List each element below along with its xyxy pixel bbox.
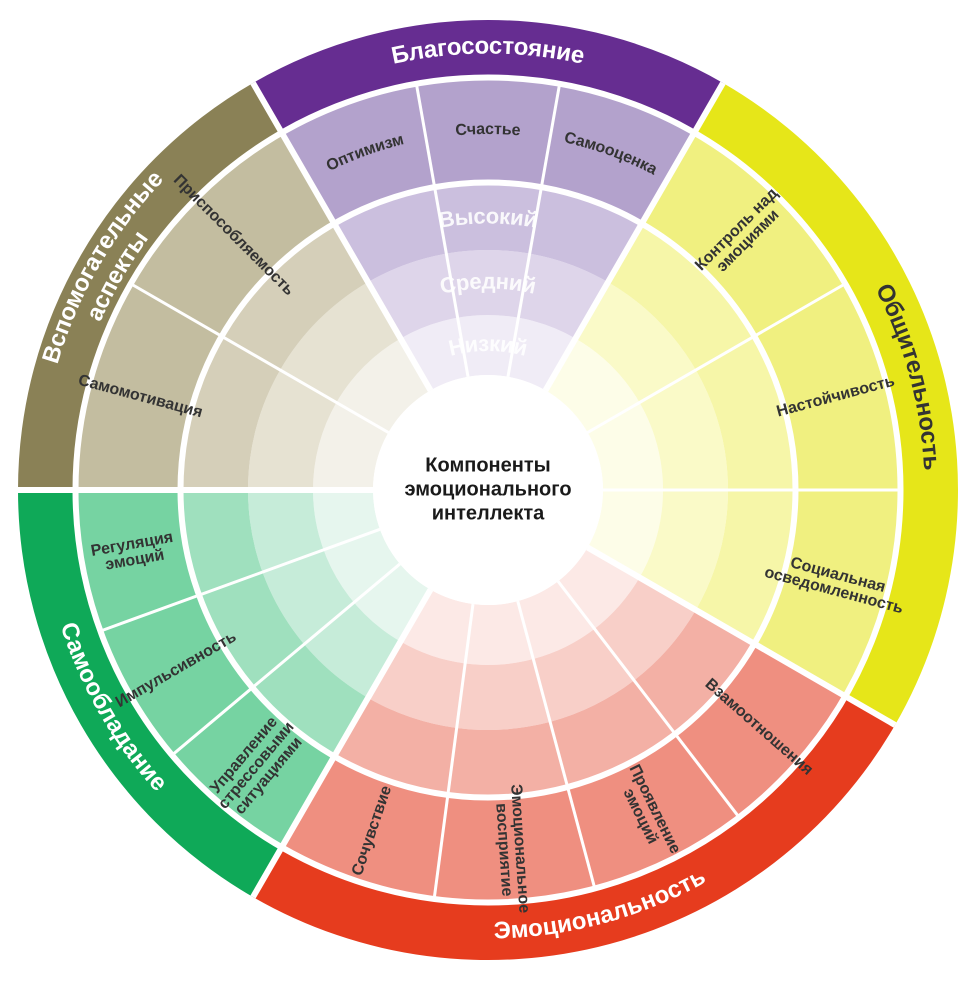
- center-label-0: Компоненты: [425, 454, 550, 476]
- facet-label-wellbeing-1: Счастье: [455, 121, 521, 139]
- ei-wheel: БлагосостояниеОбщительностьЭмоциональнос…: [0, 0, 976, 981]
- center-label-1: эмоционального: [404, 478, 571, 500]
- center-label-2: интеллекта: [432, 502, 545, 524]
